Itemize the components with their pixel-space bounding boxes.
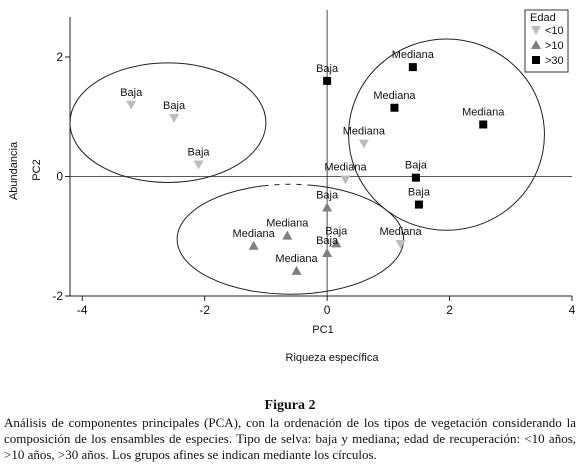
data-point [282,230,293,240]
data-point-label: Baja [316,63,339,75]
data-point [340,175,351,185]
data-point [390,103,399,112]
data-point-label: Mediana [392,49,435,61]
group-ellipse [69,62,267,183]
pca-chart: -4 -2 0 2 4-202 BajaBajaBajaMedianaMedianaMe… [8,9,576,364]
x-axis-label: PC1 [312,324,333,336]
legend: Edad <10 >10 >30 [524,9,569,73]
figure-caption: Figura 2 Análisis de componentes princip… [4,398,576,463]
data-point-label: Baja [316,190,339,202]
y-axis-secondary-label: Abundancia [8,141,20,200]
legend-title: Edad [530,12,556,24]
legend-marker [531,40,541,49]
legend-marker [532,56,540,64]
legend-entry-label: <10 [545,25,564,37]
legend-entry-label: >30 [545,55,564,67]
data-point [323,76,332,85]
data-point [169,113,180,123]
data-point-label: Mediana [462,106,505,118]
legend-entries: <10 >10 >30 [531,25,564,67]
data-point-label: Mediana [379,226,422,238]
data-point-label: Baja [188,147,211,159]
data-point [414,200,423,209]
data-point-label: Mediana [343,126,386,138]
data-point [411,173,420,182]
data-point-label: Baja [325,225,348,237]
data-point [193,160,204,170]
data-point [248,240,259,250]
x-axis-secondary-label: Riqueza específica [286,352,380,364]
legend-entry-label: >10 [545,40,564,52]
data-point-label: Baja [405,160,428,172]
data-point-label: Baja [316,235,339,247]
data-point [479,120,488,129]
data-point-label: Baja [408,187,431,199]
point-labels: BajaBajaBajaMedianaMedianaMedianaBajaMed… [120,49,505,265]
caption-title: Figura 2 [264,398,316,413]
data-point-label: Mediana [266,218,309,230]
x-tick-label: 4 [569,303,576,317]
x-tick-label: -4 [77,303,88,317]
data-point [291,265,302,275]
data-point [126,100,137,110]
x-tick-label: 0 [324,303,331,317]
data-point-label: Mediana [373,90,416,102]
data-point-label: Baja [163,100,186,112]
caption-text: Análisis de componentes principales (PCA… [4,415,576,462]
data-point-label: Mediana [233,228,276,240]
data-point [331,238,342,248]
y-tick-label: 2 [56,50,63,64]
x-tick-label: -2 [199,303,210,317]
data-point [322,247,333,257]
data-point-label: Mediana [324,161,367,173]
data-point [322,202,333,212]
data-point-label: Mediana [275,253,318,265]
data-point-label: Baja [120,87,143,99]
x-tick-label: 2 [446,303,453,317]
data-point [408,63,417,72]
data-point [395,240,406,250]
y-axis-label: PC2 [31,159,43,180]
axis-ticks: -4 -2 0 2 4 -2 0 2 [52,50,575,317]
data-point [358,139,369,149]
group-ellipse [348,38,545,231]
data-points [126,63,488,275]
legend-marker [531,26,541,35]
y-tick-label: 0 [56,169,63,183]
group-ellipses [69,38,545,295]
y-tick-label: -2 [52,289,63,303]
